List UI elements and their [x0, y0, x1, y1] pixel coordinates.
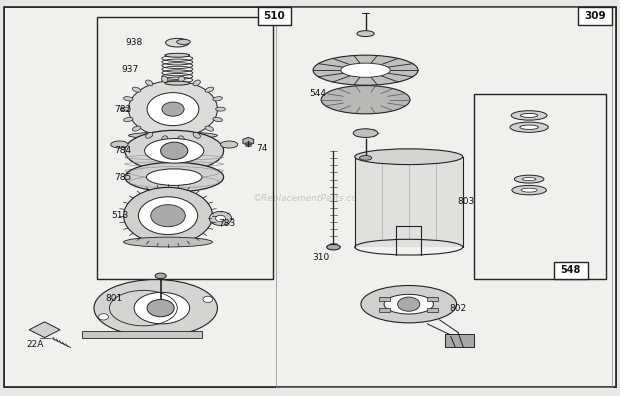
Circle shape [138, 197, 198, 234]
Ellipse shape [166, 171, 183, 179]
Ellipse shape [361, 286, 456, 323]
Ellipse shape [94, 280, 218, 337]
Circle shape [151, 205, 185, 227]
Ellipse shape [512, 185, 546, 195]
Text: 544: 544 [309, 89, 326, 98]
Bar [474, 94, 606, 279]
Text: 785: 785 [113, 173, 131, 182]
Ellipse shape [162, 76, 168, 82]
Ellipse shape [178, 76, 184, 82]
Text: 22A: 22A [27, 340, 44, 349]
Ellipse shape [162, 136, 168, 142]
Ellipse shape [384, 294, 433, 314]
Text: 782: 782 [115, 105, 131, 114]
Ellipse shape [353, 129, 378, 137]
Ellipse shape [125, 162, 224, 192]
Circle shape [203, 296, 213, 303]
Ellipse shape [341, 63, 390, 77]
Ellipse shape [193, 80, 200, 86]
Ellipse shape [221, 141, 237, 148]
Ellipse shape [177, 39, 190, 44]
Bar [554, 262, 588, 279]
Ellipse shape [510, 122, 548, 132]
Circle shape [162, 102, 184, 116]
Ellipse shape [521, 188, 537, 192]
Bar [445, 334, 474, 346]
Bar [276, 7, 613, 387]
Ellipse shape [128, 132, 218, 139]
Text: 938: 938 [125, 38, 143, 47]
Text: 784: 784 [114, 146, 131, 155]
Ellipse shape [357, 30, 374, 36]
Text: 548: 548 [560, 265, 581, 275]
Ellipse shape [132, 87, 141, 92]
Circle shape [397, 297, 420, 311]
Text: 310: 310 [312, 253, 329, 262]
Ellipse shape [123, 237, 213, 247]
Text: 937: 937 [121, 65, 138, 74]
Ellipse shape [360, 156, 372, 160]
Ellipse shape [205, 87, 214, 92]
Circle shape [210, 211, 232, 226]
Circle shape [128, 81, 218, 137]
Ellipse shape [146, 80, 153, 86]
Ellipse shape [132, 126, 141, 131]
Text: 802: 802 [450, 305, 467, 313]
Ellipse shape [123, 97, 133, 101]
Ellipse shape [216, 107, 226, 111]
Bar [379, 297, 389, 301]
Bar [427, 308, 438, 312]
Bar [578, 7, 613, 25]
Ellipse shape [144, 139, 204, 163]
Ellipse shape [515, 175, 544, 183]
Ellipse shape [120, 107, 130, 111]
Text: 74: 74 [256, 145, 268, 153]
Ellipse shape [166, 38, 189, 47]
Ellipse shape [146, 169, 202, 185]
Text: 309: 309 [585, 11, 606, 21]
Ellipse shape [165, 53, 190, 57]
Circle shape [99, 314, 108, 320]
Circle shape [147, 299, 174, 317]
Ellipse shape [520, 125, 538, 129]
Ellipse shape [520, 114, 538, 117]
Text: 783: 783 [218, 219, 236, 228]
Polygon shape [29, 322, 60, 338]
Bar [82, 331, 202, 338]
Ellipse shape [355, 149, 463, 165]
Ellipse shape [193, 132, 200, 138]
Ellipse shape [134, 292, 190, 324]
Text: 801: 801 [106, 294, 123, 303]
Ellipse shape [213, 117, 223, 122]
Bar [379, 308, 389, 312]
Circle shape [161, 142, 188, 160]
Ellipse shape [213, 97, 223, 101]
Ellipse shape [313, 55, 418, 85]
Text: 510: 510 [264, 11, 285, 21]
Ellipse shape [146, 132, 153, 138]
Text: 803: 803 [457, 198, 474, 206]
Bar [427, 297, 438, 301]
Circle shape [147, 93, 199, 126]
Ellipse shape [125, 130, 224, 171]
Bar [97, 17, 273, 279]
Ellipse shape [178, 136, 184, 142]
Bar [257, 7, 291, 25]
Circle shape [216, 215, 226, 222]
Ellipse shape [123, 117, 133, 122]
Ellipse shape [522, 177, 536, 181]
Ellipse shape [512, 111, 547, 120]
Polygon shape [243, 137, 254, 145]
Ellipse shape [155, 273, 166, 279]
Ellipse shape [205, 126, 214, 131]
Ellipse shape [111, 141, 128, 148]
Ellipse shape [165, 81, 190, 85]
Ellipse shape [321, 86, 410, 114]
Circle shape [123, 187, 213, 244]
Text: ©ReplacementParts.com: ©ReplacementParts.com [253, 194, 367, 202]
Text: 513: 513 [111, 211, 128, 220]
Ellipse shape [327, 244, 340, 250]
Bar [355, 157, 463, 247]
